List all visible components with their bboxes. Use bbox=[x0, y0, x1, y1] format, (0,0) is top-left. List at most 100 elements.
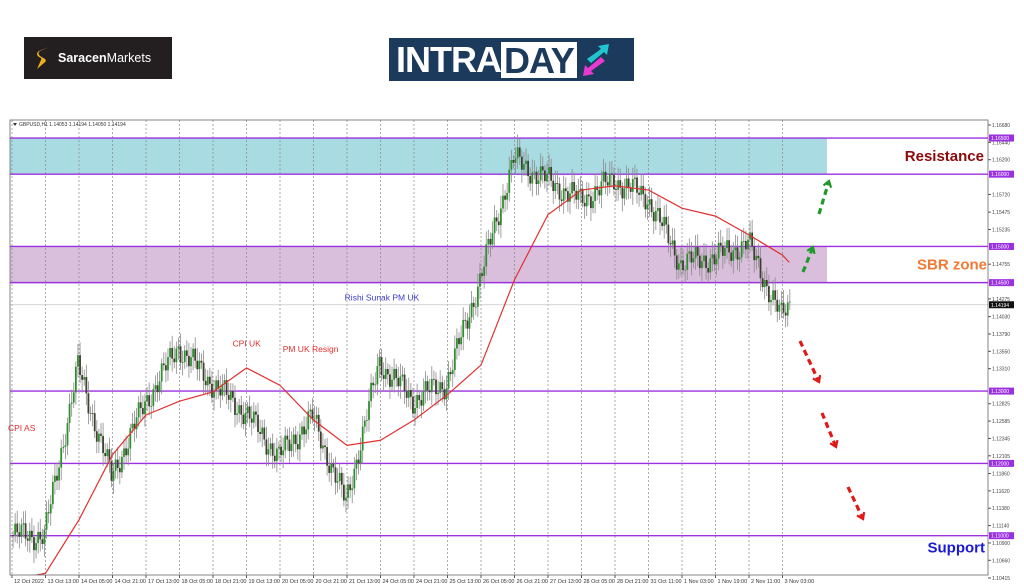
down-arrow bbox=[798, 340, 821, 383]
candle-body bbox=[227, 394, 230, 400]
candle-body bbox=[642, 185, 645, 195]
candle-body bbox=[93, 413, 96, 432]
candle-body bbox=[24, 523, 27, 539]
candle-body bbox=[58, 467, 61, 481]
candle-body bbox=[219, 388, 222, 396]
candle-body bbox=[100, 433, 102, 436]
event-annotation: Rishi Sunak PM UK bbox=[345, 293, 420, 303]
candle-body bbox=[131, 423, 134, 429]
candle-body bbox=[562, 188, 565, 201]
candle-body bbox=[66, 422, 69, 446]
candle-body bbox=[767, 286, 770, 303]
candle-body bbox=[380, 357, 383, 376]
candle-body bbox=[414, 408, 416, 414]
candle-body bbox=[615, 189, 617, 191]
y-tick-label: 1.13550 bbox=[992, 349, 1010, 355]
candle-body bbox=[139, 402, 142, 409]
candle-body bbox=[487, 238, 490, 245]
candle-body bbox=[476, 286, 479, 307]
candle-body bbox=[523, 164, 525, 170]
candle-body bbox=[322, 445, 324, 449]
level-price-tag bbox=[989, 459, 1014, 467]
candle-body bbox=[698, 255, 701, 269]
candle-body bbox=[368, 401, 370, 421]
candle-body bbox=[661, 222, 664, 227]
level-price-tag bbox=[989, 242, 1014, 250]
candle-body bbox=[590, 196, 592, 209]
candle-body bbox=[753, 246, 756, 261]
candle-body bbox=[14, 523, 17, 536]
candle-body bbox=[284, 435, 287, 451]
candle-body bbox=[554, 183, 557, 192]
candle-body bbox=[376, 366, 379, 385]
candle-body bbox=[755, 255, 758, 261]
candle-body bbox=[62, 446, 65, 449]
broker-logo-text: SaracenMarkets bbox=[58, 51, 152, 65]
level-price-tag bbox=[989, 170, 1014, 178]
candle-body bbox=[278, 446, 280, 449]
candle-body bbox=[778, 304, 781, 312]
candle-body bbox=[56, 475, 58, 481]
candle-body bbox=[686, 253, 689, 270]
y-tick-label: 1.12105 bbox=[992, 454, 1010, 460]
candle-body bbox=[464, 319, 467, 321]
candle-body bbox=[215, 380, 218, 391]
level-price-label: 1.16000 bbox=[991, 172, 1009, 178]
candle-body bbox=[665, 216, 668, 225]
candle-body bbox=[763, 280, 766, 288]
candle-body bbox=[351, 488, 354, 491]
candle-body bbox=[238, 405, 241, 414]
candle-body bbox=[79, 355, 81, 376]
candle-body bbox=[77, 355, 79, 367]
candle-body bbox=[566, 191, 569, 202]
level-price-label: 1.12000 bbox=[991, 461, 1009, 467]
candle-body bbox=[782, 302, 785, 313]
candle-body bbox=[703, 255, 705, 262]
event-annotation: CPI AS bbox=[8, 423, 36, 433]
candle-body bbox=[196, 360, 199, 370]
down-arrow-head bbox=[856, 511, 866, 521]
y-tick-label: 1.14030 bbox=[992, 315, 1010, 321]
candle-body bbox=[439, 382, 442, 393]
x-tick-label: 17 Oct 13:00 bbox=[148, 579, 180, 585]
candle-body bbox=[631, 179, 634, 192]
candle-body bbox=[334, 467, 337, 483]
candle-body bbox=[489, 238, 492, 245]
candle-body bbox=[765, 280, 768, 287]
y-tick-label: 1.11140 bbox=[992, 524, 1010, 530]
candle-body bbox=[403, 374, 406, 392]
candle-body bbox=[95, 431, 98, 442]
candle-body bbox=[617, 180, 620, 190]
candle-body bbox=[468, 317, 471, 329]
candle-body bbox=[527, 160, 530, 177]
candle-body bbox=[198, 360, 201, 370]
candle-body bbox=[673, 240, 676, 256]
y-tick-label: 1.14275 bbox=[992, 297, 1010, 303]
x-tick-label: 1 Nov 03:00 bbox=[684, 579, 714, 585]
level-price-tag bbox=[989, 387, 1014, 395]
candle-body bbox=[47, 512, 50, 514]
candle-body bbox=[491, 233, 494, 245]
candle-body bbox=[610, 173, 613, 175]
candle-body bbox=[273, 455, 276, 462]
candle-body bbox=[485, 244, 488, 267]
candle-body bbox=[483, 266, 486, 276]
support-label: Support bbox=[928, 540, 986, 557]
candle-body bbox=[35, 543, 37, 551]
candle-body bbox=[606, 182, 609, 186]
x-tick-label: 19 Oct 13:00 bbox=[249, 579, 281, 585]
candle-body bbox=[102, 435, 104, 454]
candle-body bbox=[734, 247, 737, 251]
candle-body bbox=[776, 299, 779, 312]
x-tick-label: 25 Oct 13:00 bbox=[450, 579, 482, 585]
candle-body bbox=[520, 156, 523, 170]
candle-body bbox=[64, 445, 67, 447]
candle-body bbox=[512, 160, 515, 163]
candle-body bbox=[407, 390, 410, 398]
up-arrow-head bbox=[822, 179, 833, 189]
candle-body bbox=[22, 523, 25, 525]
candle-body bbox=[330, 463, 333, 473]
candle-body bbox=[573, 181, 576, 191]
candle-body bbox=[127, 448, 130, 456]
candle-body bbox=[148, 395, 151, 407]
